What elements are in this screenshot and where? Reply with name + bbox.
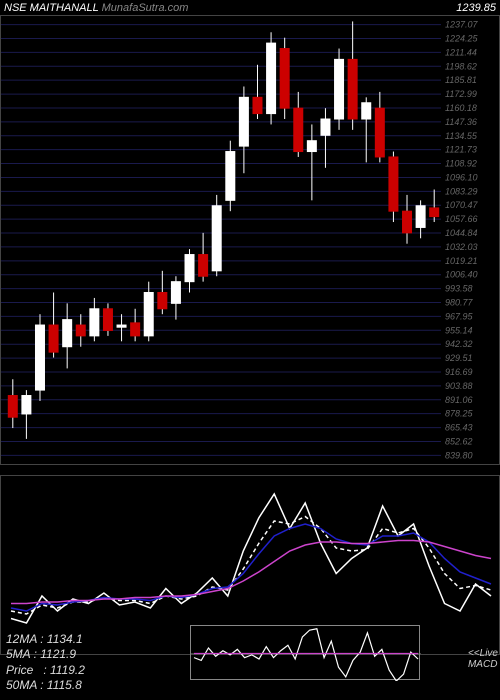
source-label: MunafaSutra.com xyxy=(102,2,189,14)
svg-text:980.77: 980.77 xyxy=(445,298,474,308)
macd-inset xyxy=(190,625,420,680)
svg-text:1096.10: 1096.10 xyxy=(445,172,478,182)
svg-text:916.69: 916.69 xyxy=(445,367,473,377)
stats-block: 12MA : 1134.1 5MA : 1121.9 Price : 1119.… xyxy=(6,632,85,694)
svg-text:993.58: 993.58 xyxy=(445,284,473,294)
svg-text:1160.18: 1160.18 xyxy=(445,103,477,113)
svg-text:878.25: 878.25 xyxy=(445,409,474,419)
svg-text:942.32: 942.32 xyxy=(445,339,473,349)
svg-text:1044.84: 1044.84 xyxy=(445,228,478,238)
svg-text:1134.55: 1134.55 xyxy=(445,131,478,141)
svg-text:1172.99: 1172.99 xyxy=(445,89,477,99)
macd-inset-svg xyxy=(191,626,421,681)
svg-text:1121.73: 1121.73 xyxy=(445,145,477,155)
svg-text:1006.40: 1006.40 xyxy=(445,270,478,280)
svg-text:1185.81: 1185.81 xyxy=(445,75,477,85)
svg-text:929.51: 929.51 xyxy=(445,353,473,363)
stat-5ma: 5MA : 1121.9 xyxy=(6,647,85,663)
svg-text:1032.03: 1032.03 xyxy=(445,242,478,252)
svg-text:1070.47: 1070.47 xyxy=(445,200,479,210)
svg-text:1224.25: 1224.25 xyxy=(445,34,479,44)
svg-text:1237.07: 1237.07 xyxy=(445,20,479,30)
svg-text:903.88: 903.88 xyxy=(445,381,473,391)
svg-text:1147.36: 1147.36 xyxy=(445,117,477,127)
candlestick-chart: 1237.07 1224.25 1211.44 1198.62 1185.81 1172.… xyxy=(0,15,500,465)
top-price-label: 1239.85 xyxy=(456,2,496,14)
stat-12ma: 12MA : 1134.1 xyxy=(6,632,85,648)
svg-text:1108.92: 1108.92 xyxy=(445,159,477,169)
symbol-label: NSE MAITHANALL xyxy=(4,2,99,14)
svg-text:1198.62: 1198.62 xyxy=(445,61,477,71)
svg-text:891.06: 891.06 xyxy=(445,395,473,405)
svg-text:967.95: 967.95 xyxy=(445,311,474,321)
svg-text:1083.29: 1083.29 xyxy=(445,186,478,196)
svg-text:955.14: 955.14 xyxy=(445,325,473,335)
svg-text:1057.66: 1057.66 xyxy=(445,214,478,224)
svg-text:1019.21: 1019.21 xyxy=(445,256,478,266)
chart-header: NSE MAITHANALL MunafaSutra.com xyxy=(4,2,188,14)
stat-50ma: 50MA : 1115.8 xyxy=(6,678,85,694)
candlestick-svg: 1237.07 1224.25 1211.44 1198.62 1185.81 1172.… xyxy=(1,16,500,466)
svg-text:1211.44: 1211.44 xyxy=(445,47,477,57)
svg-text:865.43: 865.43 xyxy=(445,423,473,433)
macd-label: <<Live MACD xyxy=(468,648,498,670)
stat-price: Price : 1119.2 xyxy=(6,663,85,679)
svg-text:852.62: 852.62 xyxy=(445,436,473,446)
svg-text:839.80: 839.80 xyxy=(445,450,473,460)
